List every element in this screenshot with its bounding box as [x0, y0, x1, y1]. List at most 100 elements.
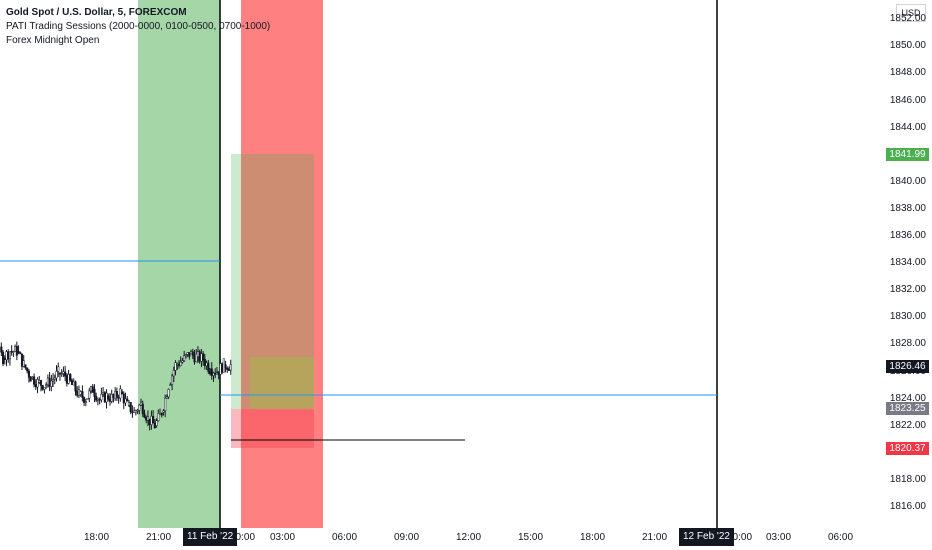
price-tick-label: 1830.00 [889, 311, 926, 323]
candle-body [214, 372, 217, 375]
candle-body [91, 386, 94, 393]
candle-body [212, 372, 215, 376]
time-tick-label: 06:00 [332, 532, 358, 543]
candle-body [193, 355, 196, 363]
symbol-title[interactable]: Gold Spot / U.S. Dollar, 5, FOREXCOM [6, 7, 187, 18]
stop-price-badge: 1820.37 [886, 442, 929, 455]
candle-body [219, 363, 222, 375]
candle-body [164, 397, 167, 412]
time-tick-label: 00:00 [727, 532, 753, 543]
candle-body [136, 410, 139, 412]
candle-body [83, 397, 86, 403]
candle-body [215, 372, 218, 375]
candle-body [129, 402, 132, 413]
candle-body [41, 385, 44, 390]
indicator-midnight-label[interactable]: Forex Midnight Open [6, 35, 100, 46]
time-tick-label: 03:00 [270, 532, 296, 543]
candle-body [167, 389, 170, 398]
candle-body [138, 404, 141, 411]
candle-body [112, 394, 115, 398]
candle-body [81, 391, 84, 398]
candle-body [200, 353, 203, 362]
candle-body [20, 353, 24, 367]
candle-body [102, 392, 105, 395]
candle-body [15, 346, 18, 356]
candle-body [67, 374, 70, 384]
candle-body [74, 381, 77, 392]
time-tick-label: 18:00 [580, 532, 606, 543]
candle-body [171, 375, 174, 385]
price-tick-label: 1832.00 [889, 284, 926, 296]
candle-body [195, 353, 198, 363]
price-tick-label: 1850.00 [889, 40, 926, 52]
candle-body [22, 360, 25, 367]
candle-body [148, 418, 151, 425]
position-filled-zone [250, 357, 314, 409]
candle-body [146, 416, 149, 421]
price-tick-label: 1840.00 [889, 175, 926, 187]
candle-body [77, 389, 80, 396]
candle-body [203, 359, 206, 366]
candle-body [196, 351, 200, 357]
candles-group [0, 341, 232, 431]
candle-body [162, 410, 165, 413]
price-tick-label: 1824.00 [889, 392, 926, 404]
candle-body [24, 364, 27, 369]
candle-body [150, 416, 153, 425]
price-tick-label: 1848.00 [889, 67, 926, 79]
candle-body [110, 394, 113, 402]
candle-body [122, 393, 125, 404]
candle-body [17, 350, 20, 353]
candle-body [210, 368, 213, 376]
candle-body [1, 351, 5, 365]
position-stop-zone[interactable] [231, 409, 314, 448]
candle-body [160, 413, 163, 416]
indicator-sessions-label[interactable]: PATI Trading Sessions (2000-0000, 0100-0… [6, 21, 271, 32]
candle-body [145, 417, 148, 421]
candle-body [198, 351, 201, 362]
candle-body [107, 395, 110, 400]
candle-body [131, 411, 134, 414]
candle-body [79, 391, 82, 395]
candle-body [88, 390, 91, 399]
time-tick-label: 18:00 [84, 532, 110, 543]
candle-body [26, 367, 29, 372]
candle-body [36, 379, 39, 388]
candle-body [34, 384, 37, 388]
candle-body [19, 352, 22, 355]
candle-body [29, 376, 32, 382]
candle-body [38, 380, 41, 383]
candle-body [172, 370, 175, 377]
candle-body [181, 360, 184, 363]
candle-body [176, 363, 179, 366]
price-tick-label: 1844.00 [889, 121, 926, 133]
session-green-band [138, 0, 220, 528]
candle-body [121, 391, 124, 395]
currency-button[interactable]: USD [896, 4, 926, 22]
candle-body [191, 351, 194, 356]
candle-body [224, 364, 227, 369]
time-tick-label: 15:00 [518, 532, 544, 543]
candle-body [202, 353, 205, 361]
entry-price-badge: 1823.25 [886, 402, 929, 415]
candle-body [64, 371, 67, 377]
candle-body [12, 351, 15, 353]
candle-body [5, 351, 8, 360]
candle-body [158, 413, 162, 415]
candle-body [153, 422, 156, 429]
candle-body [184, 354, 187, 356]
candle-body [0, 346, 3, 353]
candle-body [3, 357, 6, 360]
candle-body [229, 364, 232, 371]
candle-body [96, 398, 99, 401]
candle-body [183, 355, 186, 361]
candle-body [188, 352, 191, 357]
candle-body [84, 401, 87, 403]
candle-body [141, 403, 144, 415]
candle-body [217, 371, 220, 375]
candle-body [70, 380, 74, 385]
candle-body [221, 363, 224, 373]
candle-body [143, 413, 146, 418]
price-tick-label: 1846.00 [889, 94, 926, 106]
